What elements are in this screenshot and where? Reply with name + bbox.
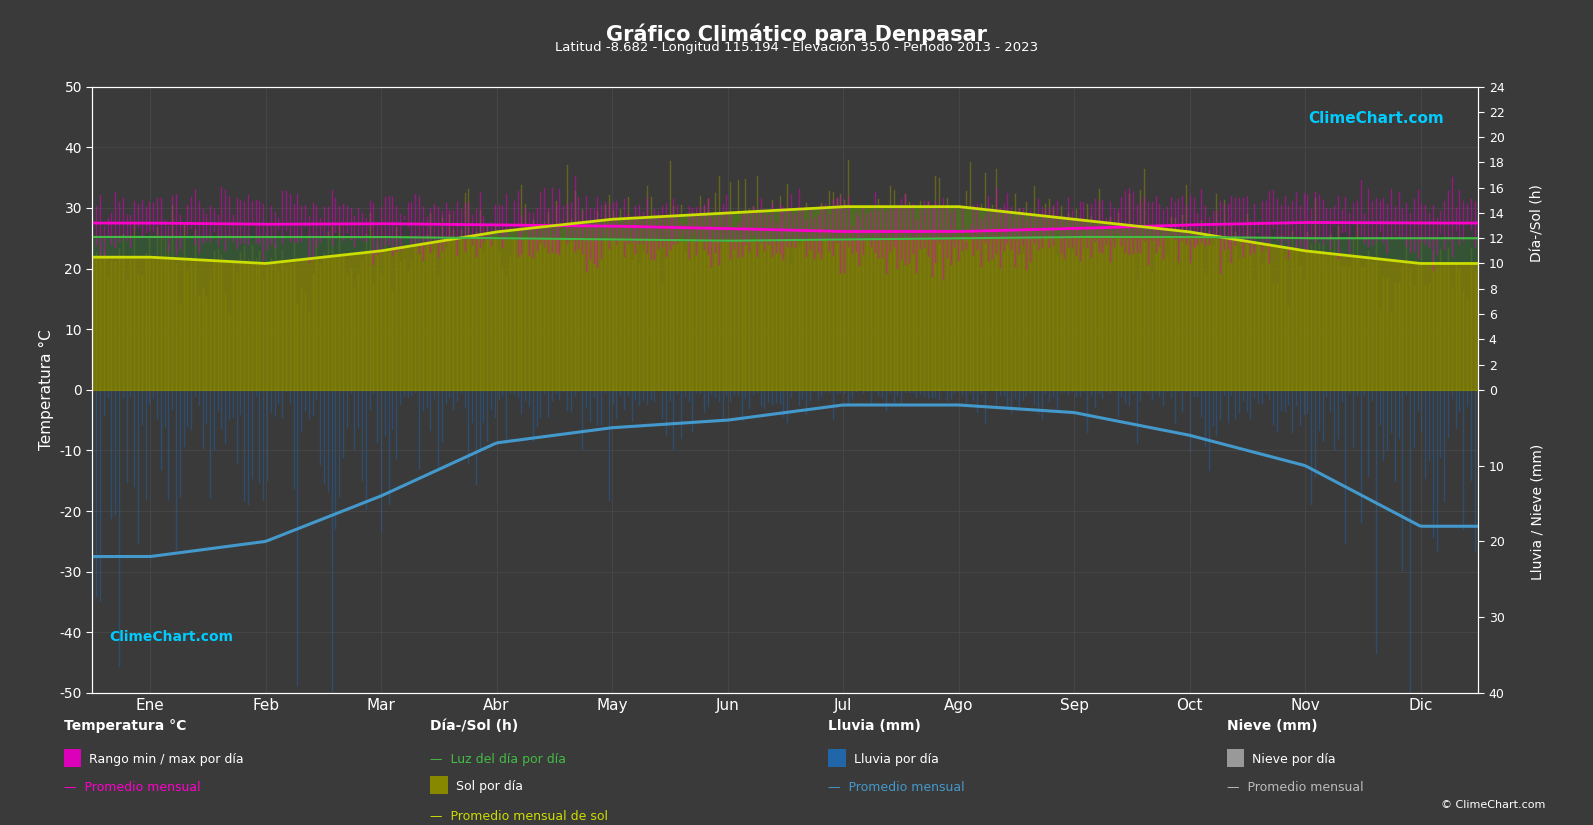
Text: Nieve (mm): Nieve (mm)	[1227, 719, 1317, 733]
Text: © ClimeChart.com: © ClimeChart.com	[1440, 800, 1545, 810]
Text: Gráfico Climático para Denpasar: Gráfico Climático para Denpasar	[605, 23, 988, 45]
Text: Día-/Sol (h): Día-/Sol (h)	[1531, 184, 1544, 262]
Text: Rango min / max por día: Rango min / max por día	[89, 752, 244, 766]
Text: Latitud -8.682 - Longitud 115.194 - Elevación 35.0 - Periodo 2013 - 2023: Latitud -8.682 - Longitud 115.194 - Elev…	[554, 41, 1039, 54]
Y-axis label: Temperatura °C: Temperatura °C	[38, 329, 54, 450]
Text: Lluvia (mm): Lluvia (mm)	[828, 719, 921, 733]
Text: Lluvia por día: Lluvia por día	[854, 752, 938, 766]
Text: —  Luz del día por día: — Luz del día por día	[430, 752, 566, 766]
Text: ClimeChart.com: ClimeChart.com	[1308, 111, 1443, 126]
Text: —  Promedio mensual: — Promedio mensual	[64, 781, 201, 794]
Text: Lluvia / Nieve (mm): Lluvia / Nieve (mm)	[1531, 443, 1544, 580]
Text: ClimeChart.com: ClimeChart.com	[110, 630, 234, 644]
Text: Nieve por día: Nieve por día	[1252, 752, 1335, 766]
Text: —  Promedio mensual de sol: — Promedio mensual de sol	[430, 810, 609, 823]
Text: —  Promedio mensual: — Promedio mensual	[1227, 781, 1364, 794]
Text: Sol por día: Sol por día	[456, 780, 523, 793]
Text: —  Promedio mensual: — Promedio mensual	[828, 781, 965, 794]
Text: Temperatura °C: Temperatura °C	[64, 719, 186, 733]
Text: Día-/Sol (h): Día-/Sol (h)	[430, 719, 518, 733]
